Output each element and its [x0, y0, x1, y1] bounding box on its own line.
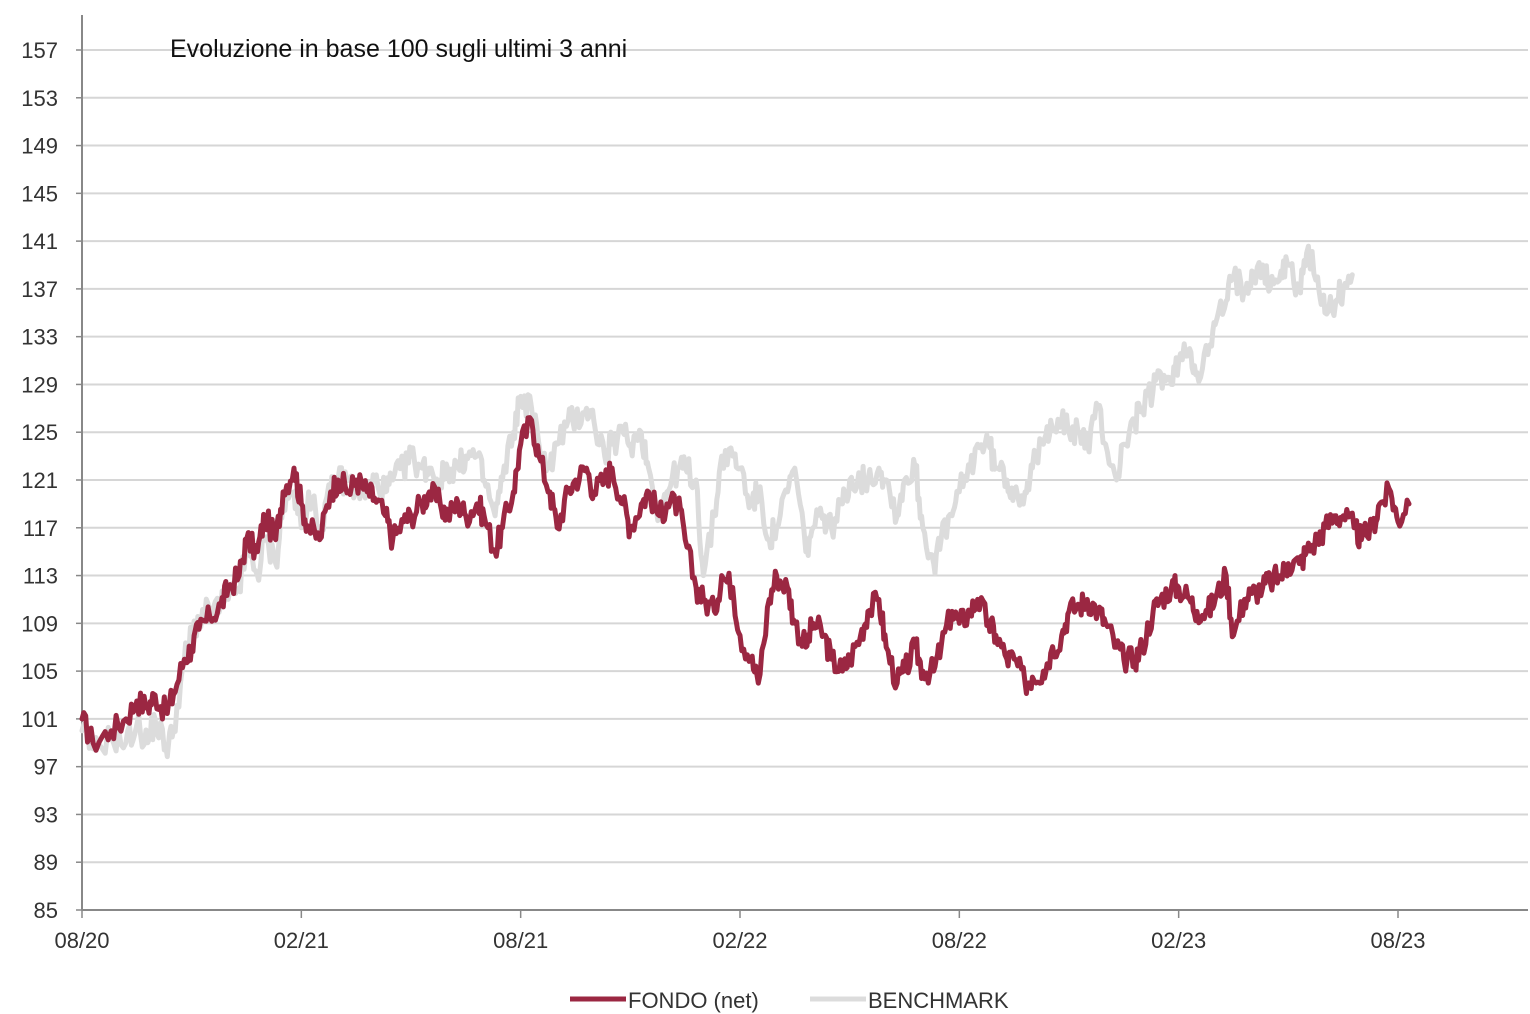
y-tick-label: 105	[21, 659, 58, 684]
x-tick-label: 08/23	[1370, 928, 1425, 953]
legend-label: BENCHMARK	[868, 988, 1009, 1013]
axes: 85 89 93 97 101 105 109 113 117 121 125 129 133 137 14…	[21, 15, 1528, 953]
y-tick-label: 129	[21, 372, 58, 397]
y-tick-label: 121	[21, 468, 58, 493]
x-tick-label: 08/22	[932, 928, 987, 953]
y-tick-label: 101	[21, 707, 58, 732]
y-tick-label: 153	[21, 86, 58, 111]
y-tick-label: 141	[21, 229, 58, 254]
y-tick-label: 137	[21, 277, 58, 302]
y-tick-label: 113	[23, 564, 58, 589]
y-tick-label: 85	[34, 898, 58, 923]
x-tick-label: 08/21	[493, 928, 548, 953]
y-tick-label: 89	[34, 850, 58, 875]
y-tick-label: 149	[21, 134, 58, 159]
y-tick-label: 145	[21, 181, 58, 206]
series-line-fondo	[79, 415, 1412, 753]
x-tick-label: 08/20	[54, 928, 109, 953]
x-tick-label: 02/22	[712, 928, 767, 953]
y-tick-label: 109	[21, 611, 58, 636]
y-tick-label: 93	[34, 802, 58, 827]
x-tick-label: 02/21	[274, 928, 329, 953]
y-tick-label: 133	[21, 325, 58, 350]
chart-title: Evoluzione in base 100 sugli ultimi 3 an…	[170, 35, 627, 63]
y-tick-label: 97	[34, 755, 58, 780]
legend-label: FONDO (net)	[628, 988, 759, 1013]
legend: FONDO (net) BENCHMARK	[570, 988, 1009, 1013]
y-tick-label: 157	[21, 38, 58, 63]
x-tick-label: 02/23	[1151, 928, 1206, 953]
series-line-benchmark	[79, 243, 1355, 760]
y-tick-label: 117	[23, 516, 58, 541]
series-lines	[79, 243, 1412, 760]
gridlines	[82, 49, 1528, 864]
y-tick-label: 125	[21, 420, 58, 445]
